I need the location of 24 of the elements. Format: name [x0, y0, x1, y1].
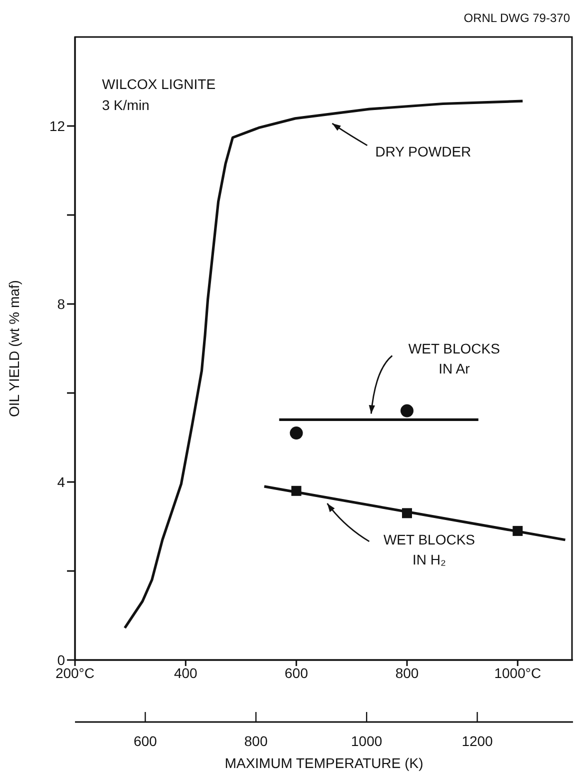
x2-tick-label: 1000 — [351, 733, 382, 749]
x-tick-label: 600 — [284, 664, 308, 681]
point — [290, 426, 303, 440]
point — [291, 486, 302, 496]
x-tick-label: 1000°C — [494, 664, 542, 681]
x2-tick-label: 1200 — [462, 733, 494, 749]
x2-tick-label: 800 — [244, 733, 268, 749]
text: ORNL DWG 79-370 — [464, 11, 570, 25]
y-tick-label: 8 — [57, 296, 66, 312]
x-axis-title: MAXIMUM TEMPERATURE (K) — [224, 755, 424, 771]
point — [400, 404, 414, 418]
point — [512, 526, 523, 536]
annotation: 3 K/min — [102, 97, 150, 113]
x2-tick-label: 600 — [134, 733, 158, 749]
y-axis-title: OIL YIELD (wt % maf) — [6, 280, 22, 417]
series-label: WET BLOCKS IN H₂ — [383, 531, 476, 568]
point — [402, 508, 412, 518]
x-tick-label: 400 — [174, 664, 198, 681]
text: DRY POWDER — [375, 143, 472, 160]
x-tick-label: 800 — [395, 664, 419, 681]
y-tick-label: 4 — [57, 474, 66, 490]
y-tick-label: 12 — [49, 118, 66, 134]
annotation: WILCOX LIGNITE — [102, 76, 216, 92]
text: WET BLOCKS IN Ar — [408, 340, 500, 377]
